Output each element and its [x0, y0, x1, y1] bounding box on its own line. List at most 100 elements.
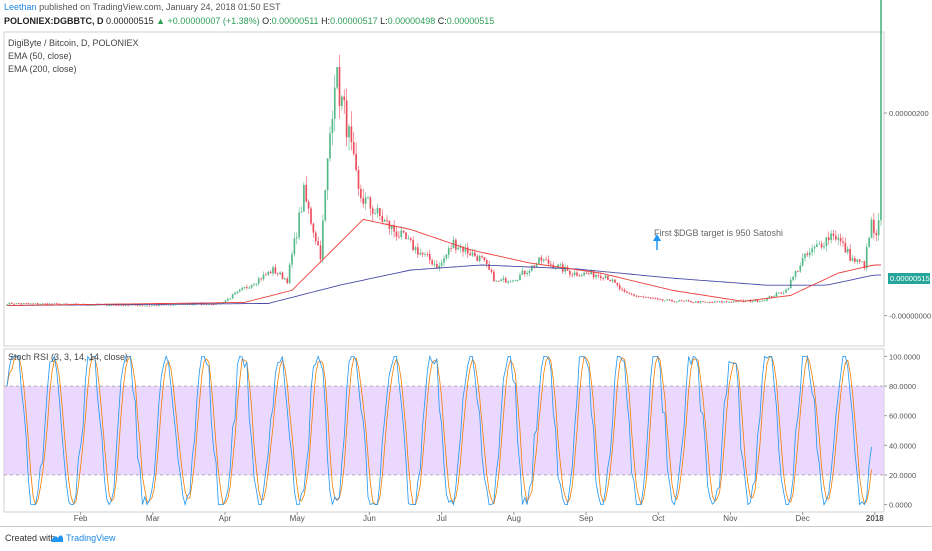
- low-label: L:: [380, 16, 388, 26]
- candle: [267, 271, 270, 275]
- price-pane[interactable]: 0.000028000.000026000.000024000.00002200…: [3, 0, 931, 347]
- candle: [376, 208, 379, 214]
- candle: [813, 246, 816, 249]
- candle: [212, 304, 215, 306]
- candle: [846, 249, 849, 253]
- candle: [310, 208, 312, 224]
- candle: [801, 257, 804, 266]
- candle: [414, 247, 417, 251]
- candle: [685, 300, 688, 302]
- candle: [300, 211, 303, 213]
- open-label: O:: [262, 16, 272, 26]
- x-tick-label: Nov: [723, 514, 737, 523]
- candle: [870, 219, 873, 238]
- candle: [521, 270, 524, 275]
- candle: [666, 299, 669, 301]
- candle: [170, 304, 172, 306]
- candle: [129, 304, 132, 306]
- candle: [640, 296, 642, 297]
- candle: [186, 304, 189, 306]
- candle: [497, 280, 500, 282]
- candle: [305, 184, 308, 202]
- high-label: H:: [321, 16, 331, 26]
- candle: [865, 247, 868, 269]
- candle: [29, 303, 32, 305]
- candle: [72, 303, 75, 305]
- footer: Created with TradingView: [0, 526, 932, 551]
- candle: [528, 270, 531, 273]
- candle: [208, 303, 210, 305]
- change-arrow-icon: ▲: [156, 16, 166, 26]
- candle: [319, 245, 322, 260]
- candle: [590, 270, 593, 275]
- candle: [314, 232, 317, 242]
- candle: [350, 126, 353, 143]
- candle: [654, 298, 657, 300]
- candle: [630, 293, 633, 295]
- candle: [286, 278, 289, 283]
- candle: [265, 274, 267, 276]
- chart-canvas[interactable]: 0.000028000.000026000.000024000.00002200…: [0, 0, 932, 526]
- candle: [41, 303, 44, 305]
- candle: [312, 223, 315, 233]
- tradingview-link[interactable]: TradingView: [66, 533, 116, 543]
- candle: [709, 301, 711, 303]
- candle: [234, 293, 236, 295]
- candle: [775, 292, 778, 297]
- candle: [22, 303, 25, 305]
- candle: [580, 275, 583, 277]
- candle: [293, 238, 296, 255]
- candle: [217, 302, 220, 305]
- candle: [466, 247, 469, 254]
- candle: [18, 303, 20, 304]
- candle: [735, 301, 737, 303]
- candle: [48, 303, 51, 305]
- candle: [127, 305, 129, 307]
- candle: [861, 261, 863, 263]
- candle: [516, 280, 519, 281]
- candle: [702, 301, 704, 303]
- candle: [229, 298, 232, 300]
- author-link[interactable]: Leethan: [4, 2, 37, 12]
- published-text: published on TradingView.com, January 24…: [39, 2, 281, 12]
- candle: [792, 276, 794, 280]
- candle: [618, 285, 621, 290]
- x-tick-label: Apr: [219, 514, 232, 523]
- candle: [364, 197, 367, 204]
- candle: [718, 301, 721, 302]
- candle: [844, 242, 847, 253]
- candle: [58, 303, 61, 305]
- candle: [611, 279, 614, 282]
- candle: [481, 255, 483, 258]
- x-tick-label: May: [290, 514, 305, 523]
- candle: [507, 281, 509, 283]
- candle: [637, 295, 640, 297]
- candle: [162, 304, 165, 306]
- candle: [659, 299, 661, 300]
- stoch-pane[interactable]: 100.0000 80.0000 60.0000 40.0000 20.0000 0.00…: [3, 348, 920, 513]
- candle: [272, 267, 274, 274]
- candle: [450, 248, 452, 249]
- candle: [371, 208, 374, 214]
- x-tick-label: Mar: [146, 514, 160, 523]
- candle: [818, 243, 821, 245]
- candle: [34, 303, 37, 305]
- candle: [165, 304, 167, 306]
- candle: [457, 247, 460, 250]
- candle: [75, 303, 77, 305]
- candle: [635, 295, 638, 297]
- candle: [730, 301, 733, 303]
- candle: [704, 301, 707, 303]
- candle: [737, 300, 740, 302]
- candle: [400, 230, 403, 238]
- candle: [10, 302, 13, 304]
- candle: [262, 274, 265, 280]
- candle: [721, 301, 723, 303]
- candle: [110, 304, 113, 306]
- candle: [538, 257, 540, 264]
- candle: [51, 303, 53, 305]
- candle: [459, 246, 462, 248]
- candle: [317, 241, 319, 246]
- candle: [122, 304, 125, 306]
- candle: [761, 300, 764, 302]
